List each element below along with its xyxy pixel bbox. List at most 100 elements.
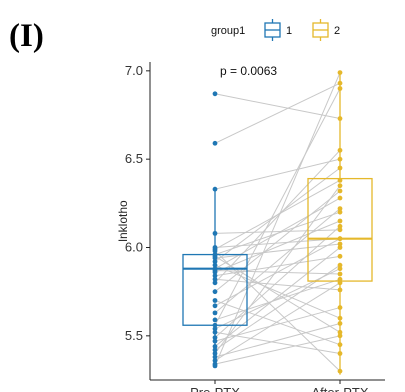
- y-tick-label: 5.5: [125, 328, 143, 343]
- data-point-2: [337, 276, 343, 282]
- data-point-2: [337, 305, 343, 310]
- data-point-1: [212, 289, 218, 295]
- paired-line: [214, 220, 341, 273]
- panel-label: (I): [9, 18, 44, 54]
- data-point-2: [337, 266, 343, 272]
- boxes: [182, 72, 373, 375]
- data-point-1: [212, 269, 218, 275]
- data-point-2: [337, 147, 343, 153]
- data-point-1: [212, 344, 218, 349]
- data-point-2: [337, 329, 343, 335]
- data-point-2: [337, 368, 343, 374]
- data-point-2: [337, 209, 343, 215]
- data-point-1: [212, 326, 218, 332]
- data-point-2: [337, 218, 343, 224]
- data-point-1: [212, 248, 218, 254]
- paired-line: [214, 307, 341, 342]
- paired-line: [214, 190, 341, 293]
- data-point-2: [337, 177, 343, 183]
- y-tick-label: 6.0: [125, 240, 143, 255]
- paired-line: [214, 335, 341, 365]
- data-point-2: [337, 156, 343, 162]
- data-point-2: [337, 287, 343, 293]
- data-point-2: [337, 315, 343, 321]
- data-point-1: [212, 230, 218, 236]
- data-point-2: [337, 86, 343, 91]
- data-point-1: [212, 322, 218, 328]
- data-point-1: [212, 317, 218, 323]
- axes: 5.5 6.0 6.5 7.0 Pre-PTX After-PTX: [125, 62, 385, 392]
- data-point-1: [212, 329, 218, 335]
- data-point-2: [337, 333, 343, 339]
- data-point-2: [337, 241, 343, 247]
- data-point-2: [337, 116, 343, 121]
- data-point-2: [337, 236, 343, 242]
- paired-line: [214, 225, 341, 338]
- data-point-1: [212, 354, 218, 360]
- p-value-annotation: p = 0.0063: [220, 64, 277, 78]
- paired-line: [214, 282, 341, 361]
- paired-line: [214, 247, 341, 347]
- data-point-1: [212, 298, 218, 303]
- paired-line: [214, 264, 341, 351]
- x-tick-label: Pre-PTX: [190, 385, 240, 392]
- y-tick-label: 6.5: [125, 151, 143, 166]
- paired-lines: [214, 72, 341, 372]
- data-point-2: [337, 183, 343, 189]
- legend-label-2: 2: [334, 25, 340, 37]
- data-point-2: [337, 188, 343, 194]
- legend-label-1: 1: [286, 25, 292, 37]
- data-point-1: [212, 259, 218, 265]
- paired-line: [214, 238, 341, 307]
- paired-line: [214, 229, 341, 234]
- data-point-1: [212, 347, 218, 353]
- y-axis-label: lnklotho: [116, 200, 130, 242]
- paired-line: [214, 322, 341, 358]
- data-point-1: [212, 255, 218, 261]
- data-point-2: [337, 165, 343, 171]
- data-point-2: [337, 342, 343, 348]
- paired-line: [214, 158, 341, 190]
- data-point-2: [337, 280, 343, 286]
- paired-line: [214, 72, 341, 367]
- data-point-1: [212, 310, 218, 316]
- paired-line: [214, 197, 341, 270]
- data-point-2: [337, 321, 343, 326]
- data-point-2: [337, 223, 343, 229]
- data-point-1: [212, 358, 218, 363]
- data-point-2: [337, 253, 343, 259]
- paired-line: [214, 255, 341, 277]
- y-tick-label: 7.0: [125, 63, 143, 78]
- data-points: [212, 70, 343, 374]
- data-point-2: [337, 262, 343, 268]
- paired-line: [214, 93, 341, 120]
- paired-line: [214, 88, 341, 326]
- paired-line: [214, 243, 341, 259]
- data-point-2: [337, 271, 343, 277]
- data-point-2: [337, 351, 343, 356]
- data-point-2: [337, 80, 343, 86]
- paired-line: [214, 300, 341, 346]
- paired-line: [214, 278, 341, 321]
- data-point-2: [337, 70, 343, 75]
- data-point-1: [212, 186, 218, 192]
- data-point-1: [212, 276, 218, 282]
- data-point-1: [212, 91, 218, 97]
- paired-line: [214, 278, 341, 291]
- paired-line: [214, 149, 341, 284]
- x-tick-label: After-PTX: [311, 385, 368, 392]
- data-point-1: [212, 363, 218, 369]
- legend-title: group1: [211, 25, 245, 37]
- data-point-1: [212, 335, 218, 340]
- legend: group1 1 2: [211, 19, 340, 41]
- data-point-1: [212, 351, 218, 356]
- data-point-2: [337, 227, 343, 233]
- paired-line: [214, 82, 341, 144]
- data-point-1: [212, 262, 218, 268]
- paired-line: [214, 208, 341, 314]
- data-point-1: [212, 273, 218, 279]
- data-point-1: [212, 280, 218, 286]
- data-point-2: [337, 206, 343, 212]
- paired-line: [214, 167, 341, 263]
